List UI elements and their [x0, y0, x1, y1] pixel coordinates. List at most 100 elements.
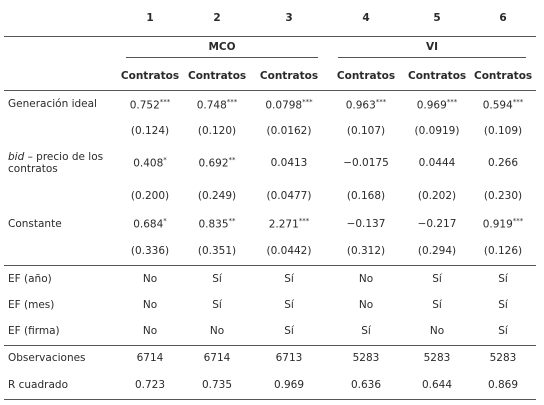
standard-error: (0.168) [346, 190, 386, 202]
standard-error: (0.351) [184, 237, 250, 266]
standard-error: (0.126) [470, 237, 536, 266]
standard-error: (0.0919) [414, 125, 460, 137]
coefficient-cell: −0.137 [328, 210, 404, 237]
coefficient-cell: 0.408* [116, 144, 184, 182]
corner-cell [4, 62, 116, 91]
table-row: (0.336) (0.351) (0.0442) (0.312) (0.294) (0.1… [4, 237, 536, 266]
table-row: Generación ideal 0.752*** 0.748*** 0.0798**… [4, 90, 536, 118]
standard-error: (0.230) [483, 190, 523, 202]
coefficient-cell: 0.748*** [184, 90, 250, 118]
table-row: EF (mes) No Sí Sí No Sí Sí [4, 292, 536, 319]
corner-cell [4, 36, 116, 62]
coefficient: 0.752 [129, 99, 160, 111]
coefficient-cell: 0.0413 [250, 144, 328, 182]
significance-stars: ** [228, 156, 236, 165]
fixed-effect: Sí [432, 299, 442, 312]
fixed-effect: No [142, 299, 158, 312]
group-label: MCO [126, 41, 318, 58]
fixed-effect: No [142, 272, 158, 285]
coefficient: 0.692 [198, 157, 229, 170]
standard-error: (0.120) [197, 125, 237, 137]
coefficient: −0.137 [346, 217, 386, 230]
table-row: EF (firma) No No Sí Sí No Sí [4, 318, 536, 346]
table-row: R cuadrado 0.723 0.735 0.969 0.636 0.644 0.869 [4, 371, 536, 400]
coefficient: 0.748 [196, 99, 227, 111]
group-label: VI [338, 41, 526, 58]
column-number: 6 [470, 0, 536, 37]
significance-stars: *** [302, 97, 313, 106]
statistic: 6713 [275, 352, 303, 365]
significance-stars: *** [375, 97, 387, 106]
row-label: Observaciones [8, 352, 86, 365]
fixed-effect: Sí [284, 299, 294, 312]
standard-error: (0.200) [130, 190, 170, 202]
statistic: 6714 [203, 352, 231, 365]
coefficient: 0.0413 [270, 157, 308, 169]
standard-error: (0.107) [346, 125, 386, 137]
fixed-effect: No [404, 318, 470, 346]
fixed-effect: Sí [498, 299, 508, 312]
row-label-text: Constante [8, 217, 62, 230]
coefficient-cell: 0.969*** [404, 90, 470, 118]
regression-table: 1 2 3 4 5 6 MCO VI Contratos Contratos Contratos Co… [4, 0, 536, 400]
row-label: Constante [4, 210, 116, 237]
significance-stars: *** [446, 97, 458, 106]
column-number: 2 [184, 0, 250, 37]
coefficient: 0.0444 [418, 157, 456, 169]
row-label: Generación ideal [4, 90, 116, 118]
table-row: Contratos Contratos Contratos Contratos Cont… [4, 62, 536, 91]
coefficient-cell: 2.271*** [250, 210, 328, 237]
standard-error: (0.109) [483, 125, 523, 137]
coefficient: 0.594 [482, 99, 513, 111]
standard-error: (0.249) [197, 190, 237, 202]
fixed-effect: No [184, 318, 250, 346]
column-number: 5 [404, 0, 470, 37]
fixed-effect: No [358, 272, 374, 285]
column-number: 1 [116, 0, 184, 37]
table-row: Constante 0.684* 0.835** 2.271*** −0.137 −0.2… [4, 210, 536, 237]
standard-error: (0.202) [417, 190, 457, 202]
fixed-effect: Sí [432, 272, 442, 285]
statistic: 5283 [423, 352, 451, 365]
dependent-variable: Contratos [470, 62, 536, 91]
coefficient: 0.408 [133, 157, 164, 170]
significance-stars: *** [226, 97, 238, 106]
coefficient: 0.969 [416, 99, 447, 111]
column-number: 3 [250, 0, 328, 37]
coefficient: 0.835 [198, 218, 229, 231]
significance-stars: * [163, 156, 167, 165]
significance-stars: *** [298, 216, 310, 225]
row-label: bid – precio de los contratos [4, 144, 116, 182]
fixed-effect: Sí [284, 272, 294, 285]
row-label: EF (mes) [8, 299, 55, 312]
coefficient-cell: 0.963*** [328, 90, 404, 118]
coefficient-cell: 0.692** [184, 144, 250, 182]
significance-stars: * [163, 216, 167, 225]
coefficient: 0.0798 [265, 99, 303, 111]
coefficient: 2.271 [268, 218, 299, 231]
coefficient-cell: 0.919*** [470, 210, 536, 237]
fixed-effect: Sí [212, 272, 222, 285]
fixed-effect: No [116, 318, 184, 346]
group-cell: VI [328, 36, 536, 62]
significance-stars: ** [228, 216, 236, 225]
row-label-italic: bid [8, 151, 25, 163]
coefficient: 0.684 [133, 218, 164, 231]
row-label [4, 182, 116, 210]
statistic: 0.644 [404, 371, 470, 400]
coefficient-cell: 0.835** [184, 210, 250, 237]
fixed-effect: Sí [212, 299, 222, 312]
coefficient-cell: −0.0175 [328, 144, 404, 182]
dependent-variable: Contratos [404, 62, 470, 91]
fixed-effect: No [358, 299, 374, 312]
corner-cell [4, 0, 116, 37]
standard-error: (0.0442) [250, 237, 328, 266]
table-row: (0.200) (0.249) (0.0477) (0.168) (0.202) (0.2… [4, 182, 536, 210]
fixed-effect: Sí [250, 318, 328, 346]
standard-error: (0.336) [116, 237, 184, 266]
statistic: 0.735 [184, 371, 250, 400]
dependent-variable: Contratos [328, 62, 404, 91]
row-label: R cuadrado [4, 371, 116, 400]
